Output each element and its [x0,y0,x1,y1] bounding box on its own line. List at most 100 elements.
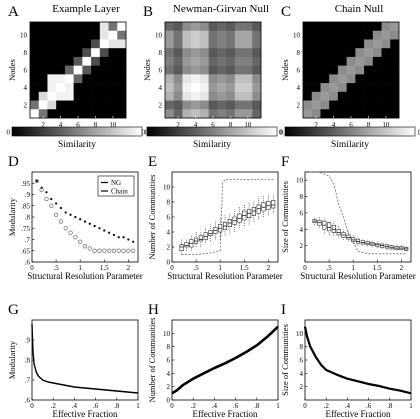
y-tick-label: 6 [24,67,28,75]
heatmap-cell [390,56,400,66]
heatmap-cell [372,30,382,40]
heatmap-cell [56,39,66,49]
heatmap-cell [355,56,365,66]
heatmap-cell [165,100,175,110]
y-tick-label: .95 [21,180,30,188]
heatmap-cell [381,39,391,49]
heatmap-cell [226,91,236,101]
box [237,213,242,223]
y-tick-label: 2 [159,101,163,109]
data-point-ng [98,227,101,230]
y-tick-label: .6 [25,397,31,405]
heatmap-cell [234,91,244,101]
x-tick-label: .8 [387,402,393,410]
heatmap-cell [56,48,66,58]
heatmap-cell [199,100,209,110]
heatmap-cell [38,56,48,66]
heatmap-cell [329,48,339,58]
heatmap-cell [390,39,400,49]
heatmap-cell [30,30,40,40]
heatmap-cell [165,39,175,49]
heatmap-cell [108,109,118,119]
heatmap-cell [99,56,109,66]
heatmap-cell [337,56,347,66]
heatmap-cell [226,74,236,84]
heatmap-cell [99,22,109,32]
heatmap-cell [182,39,192,49]
x-tick-label: 6 [211,121,215,129]
colorbar-label: Similarity [58,140,96,150]
heatmap-cell [56,74,66,84]
heatmap-cell [303,22,313,32]
box [346,234,351,240]
colorbar-min-label: 0 [7,129,11,137]
y-tick-label: 8 [300,343,304,351]
heatmap-cell [199,56,209,66]
heatmap-cell [165,91,175,101]
heatmap-cell [346,22,356,32]
heatmap-cell [173,30,183,40]
heatmap-cell [234,65,244,75]
heatmap-cell [303,39,313,49]
data-point-ng [64,211,67,214]
x-tick-label: 8 [367,121,371,129]
heatmap-cell [191,39,201,49]
heatmap-cell [381,109,391,119]
x-tick-label: 10 [109,121,117,129]
colorbar-max-label: 1 [144,129,148,137]
colorbar-max-label: 1 [417,129,420,137]
heatmap-cell [91,39,101,49]
data-point-ng [59,206,63,210]
heatmap-cell [108,48,118,58]
heatmap-cell [243,109,253,119]
heatmap-cell [337,39,347,49]
y-tick-label: .9 [25,337,31,345]
data-point-chain [126,248,131,253]
data-point-ng [93,224,96,228]
heatmap-cell [364,83,374,93]
heatmap-cell [47,109,57,119]
heatmap-cell [38,74,48,84]
heatmap-cell [355,100,365,110]
heatmap-cell [38,100,48,110]
heatmap-cell [243,83,253,93]
heatmap-cell [226,22,236,32]
y-tick-label: .6 [25,259,31,267]
panel-letter: D [8,154,19,170]
heatmap-cell [191,30,201,40]
heatmap-cell [56,83,66,93]
heatmap-cell [252,100,262,110]
heatmap-cell [73,56,83,66]
heatmap-cell [372,48,382,58]
y-axis-label: Modularity [7,340,17,379]
heatmap-cell [364,91,374,101]
data-point-ng [122,236,125,239]
heatmap-cell [381,65,391,75]
heatmap-cell [165,109,175,119]
chain-dashed-line [309,171,407,255]
x-tick-label: 4 [194,121,198,129]
y-tick-label: 2 [167,244,171,252]
box [256,204,261,214]
y-tick-label: 6 [297,67,301,75]
heatmap-cell [208,22,218,32]
heatmap-cell [173,48,183,58]
heatmap-cell [217,74,227,84]
heatmap-cell [182,30,192,40]
heatmap-cell [165,83,175,93]
x-axis-label: Effective Fraction [52,409,118,419]
colorbar-min-label: 0 [142,129,146,137]
y-tick-label: 6 [300,209,304,217]
heatmap-cell [30,56,40,66]
heatmap-cell [191,100,201,110]
heatmap-cell [337,65,347,75]
x-tick-label: .2 [191,402,197,410]
x-tick-label: 0 [30,264,34,272]
heatmap-cell [64,83,74,93]
x-tick-label: 6 [349,121,353,129]
heatmap-cell [337,100,347,110]
heatmap-cell [64,22,74,32]
data-point-chain [68,230,73,235]
